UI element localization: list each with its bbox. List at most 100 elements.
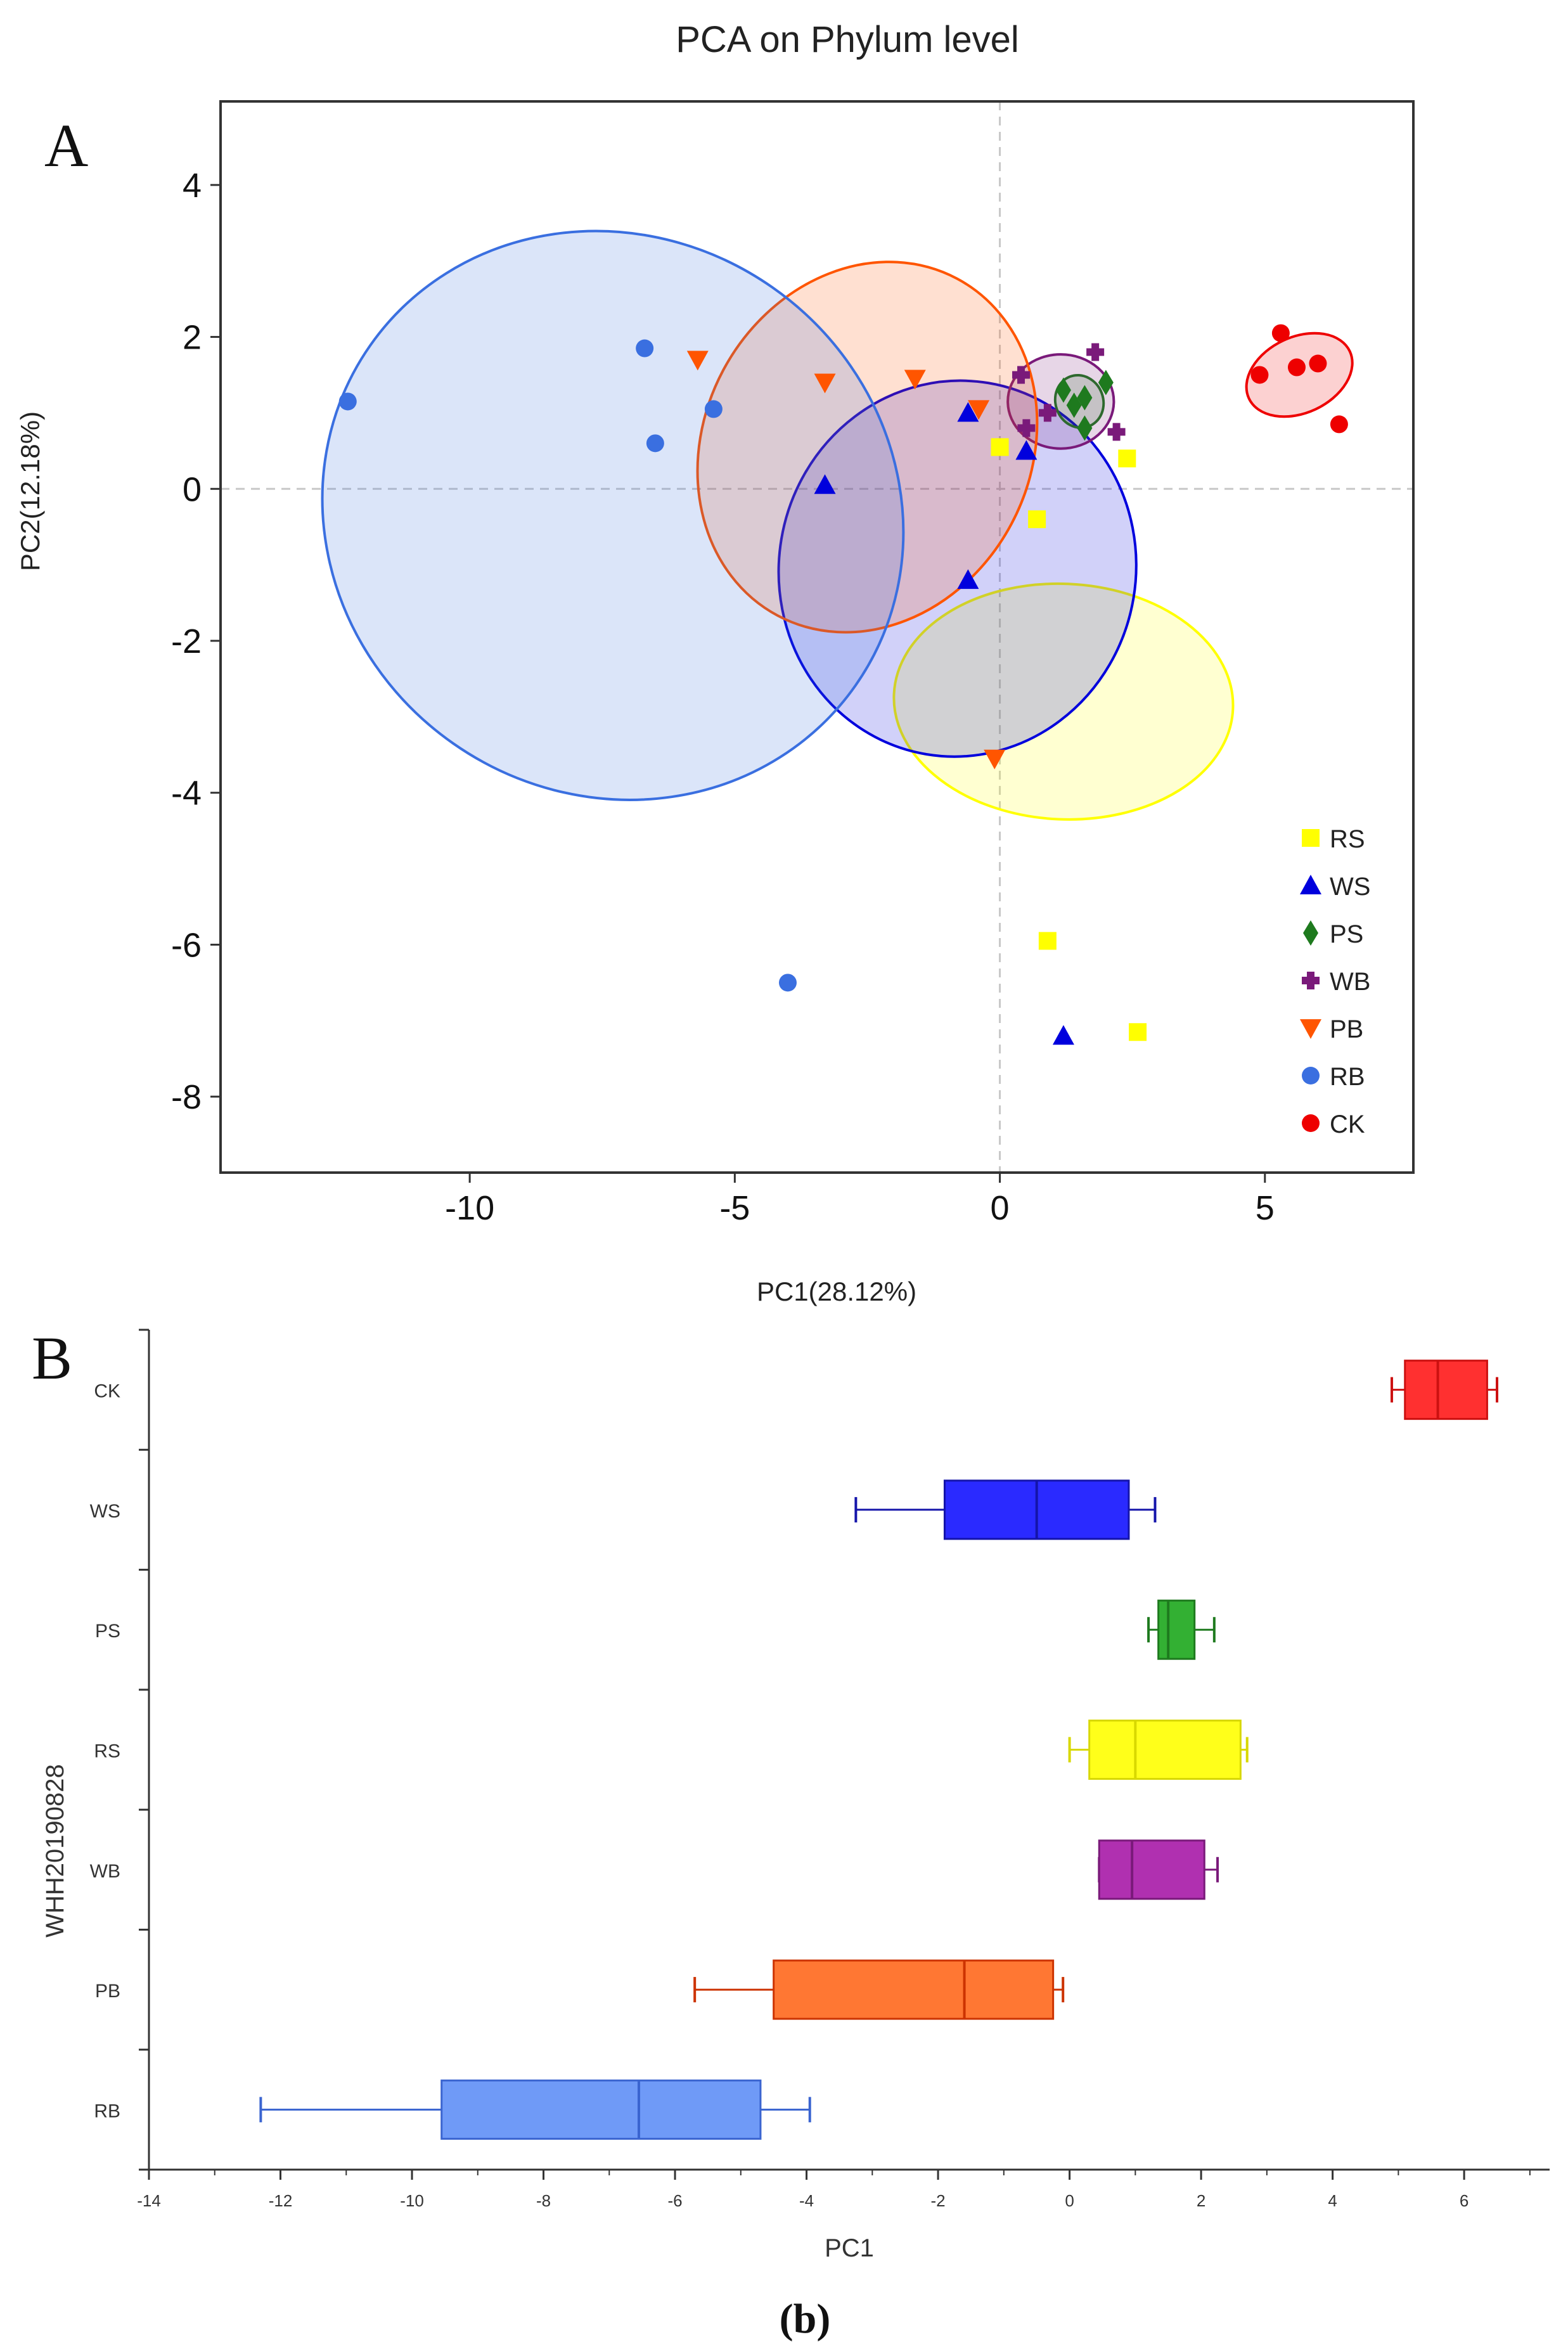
- data-point-ck: [1330, 415, 1348, 434]
- data-point-rs: [1118, 449, 1136, 468]
- box-category-label-rs: RS: [94, 1741, 120, 1762]
- data-point-ws: [957, 402, 979, 422]
- box-x-axis-label: PC1: [825, 2234, 874, 2262]
- data-point-rs: [1038, 932, 1057, 950]
- data-point-ws: [957, 569, 979, 589]
- confidence-ellipse-pb: [696, 261, 1039, 634]
- box-x-tick-label: -12: [269, 2191, 293, 2210]
- box-x-tick-label: -10: [400, 2191, 424, 2210]
- data-point-pb: [904, 370, 926, 390]
- box-x-tick-label: 0: [1065, 2191, 1074, 2210]
- data-point-ps: [1077, 385, 1093, 411]
- pca-plot-frame: [219, 100, 1415, 1174]
- confidence-ellipse-rs: [892, 582, 1235, 821]
- box-y-axis-label: WHH20190828: [41, 1764, 69, 1938]
- data-point-ck: [1271, 324, 1290, 342]
- data-point-ck: [1250, 366, 1269, 384]
- box-category-label-ws: WS: [90, 1501, 120, 1522]
- box-rb: [440, 2079, 762, 2140]
- box-x-tick-label: -2: [931, 2191, 946, 2210]
- box-x-tick-label: 4: [1328, 2191, 1337, 2210]
- legend-marker-ck: [1302, 1114, 1320, 1132]
- pca-y-tick-label: -8: [171, 1078, 202, 1116]
- box-category-label-ck: CK: [94, 1381, 120, 1402]
- panel-label-a: A: [44, 112, 88, 179]
- data-point-rs: [1028, 510, 1046, 529]
- data-point-ck: [1309, 354, 1327, 373]
- legend-label-ws: WS: [1330, 873, 1370, 901]
- legend-label-pb: PB: [1330, 1015, 1363, 1043]
- legend-label-ps: PS: [1330, 920, 1363, 948]
- pca-x-tick-label: 5: [1256, 1189, 1275, 1227]
- pca-y-axis-label: PC2(12.18%): [15, 411, 45, 571]
- data-point-rb: [338, 392, 357, 411]
- data-point-wb: [1086, 343, 1105, 361]
- panel-label-b: B: [32, 1324, 72, 1392]
- panel-b: B WHH20190828 PC1 CK WS PS RS WB PB RB -14 -12 -1…: [32, 1324, 1550, 2262]
- pca-x-tick-label: -10: [445, 1189, 494, 1227]
- data-point-rb: [778, 974, 797, 992]
- data-point-wb: [1012, 366, 1031, 384]
- box-category-label-rb: RB: [94, 2101, 120, 2121]
- pca-x-tick-label: 0: [991, 1189, 1010, 1227]
- data-point-ws: [814, 474, 836, 494]
- box-category-label-ps: PS: [95, 1621, 120, 1642]
- legend-marker-rb: [1302, 1067, 1320, 1084]
- box-x-tick-label: -14: [137, 2191, 161, 2210]
- legend-marker-ws: [1300, 875, 1321, 894]
- data-point-pb: [968, 400, 990, 420]
- pca-title: PCA on Phylum level: [676, 19, 1019, 60]
- data-point-rb: [636, 339, 654, 357]
- pca-plot-area: -10 -5 0 5 4 2 0 -2 -4 -6 -8 RS WS PS WB PB RB CK: [171, 100, 1415, 1227]
- box-ck: [1404, 1360, 1488, 1420]
- data-point-pb: [984, 749, 1006, 769]
- pca-y-tick-label: 0: [183, 470, 202, 508]
- data-point-rs: [1129, 1023, 1147, 1041]
- confidence-ellipse-rb: [321, 229, 905, 801]
- data-point-rs: [991, 438, 1009, 456]
- box-wb: [1098, 1839, 1205, 1900]
- data-point-ps: [1077, 415, 1093, 441]
- legend-marker-ps: [1303, 920, 1318, 946]
- data-point-wb: [1017, 419, 1036, 437]
- data-point-wb: [1038, 404, 1057, 422]
- box-x-tick-label: -4: [799, 2191, 814, 2210]
- box-x-tick-label: 2: [1197, 2191, 1205, 2210]
- pca-x-tick-label: -5: [719, 1189, 750, 1227]
- box-x-tick-label: -8: [536, 2191, 551, 2210]
- box-plot-area: CK WS PS RS WB PB RB -14 -12 -10 -8 -6 -4 -2 0 2 4 6: [90, 1329, 1550, 2210]
- pca-y-tick-label: 2: [183, 319, 202, 357]
- data-point-pb: [814, 373, 836, 394]
- box-category-label-pb: PB: [95, 1981, 120, 2002]
- box-ps: [1157, 1599, 1196, 1660]
- data-point-ws: [1052, 1025, 1074, 1045]
- pca-y-tick-label: -2: [171, 622, 202, 660]
- legend-marker-pb: [1300, 1019, 1321, 1039]
- legend-marker-rs: [1302, 829, 1320, 847]
- legend-label-rs: RS: [1330, 825, 1365, 853]
- data-point-ps: [1055, 377, 1071, 403]
- data-point-rb: [646, 434, 664, 453]
- box-rs: [1088, 1720, 1242, 1780]
- pca-y-tick-label: 4: [183, 167, 202, 205]
- data-point-ps: [1098, 370, 1114, 396]
- pca-y-tick-label: -6: [171, 926, 202, 964]
- panel-a: PCA on Phylum level A PC2(12.18%) PC1(28…: [15, 19, 1415, 1306]
- data-point-ck: [1287, 358, 1306, 376]
- box-x-tick-label: -6: [667, 2191, 682, 2210]
- pca-y-tick-label: -4: [171, 775, 202, 813]
- data-point-wb: [1107, 423, 1126, 441]
- confidence-ellipse-ws: [777, 379, 1138, 758]
- legend-label-ck: CK: [1330, 1110, 1365, 1138]
- data-point-pb: [686, 351, 709, 371]
- legend-marker-wb: [1302, 972, 1320, 989]
- data-point-rb: [704, 400, 723, 418]
- data-point-ws: [1015, 440, 1038, 460]
- legend-label-rb: RB: [1330, 1063, 1365, 1091]
- box-category-label-wb: WB: [90, 1861, 120, 1882]
- legend-label-wb: WB: [1330, 968, 1370, 996]
- figure-caption: (b): [780, 2296, 831, 2342]
- pca-x-axis-label: PC1(28.12%): [757, 1277, 916, 1306]
- box-x-tick-label: 6: [1460, 2191, 1468, 2210]
